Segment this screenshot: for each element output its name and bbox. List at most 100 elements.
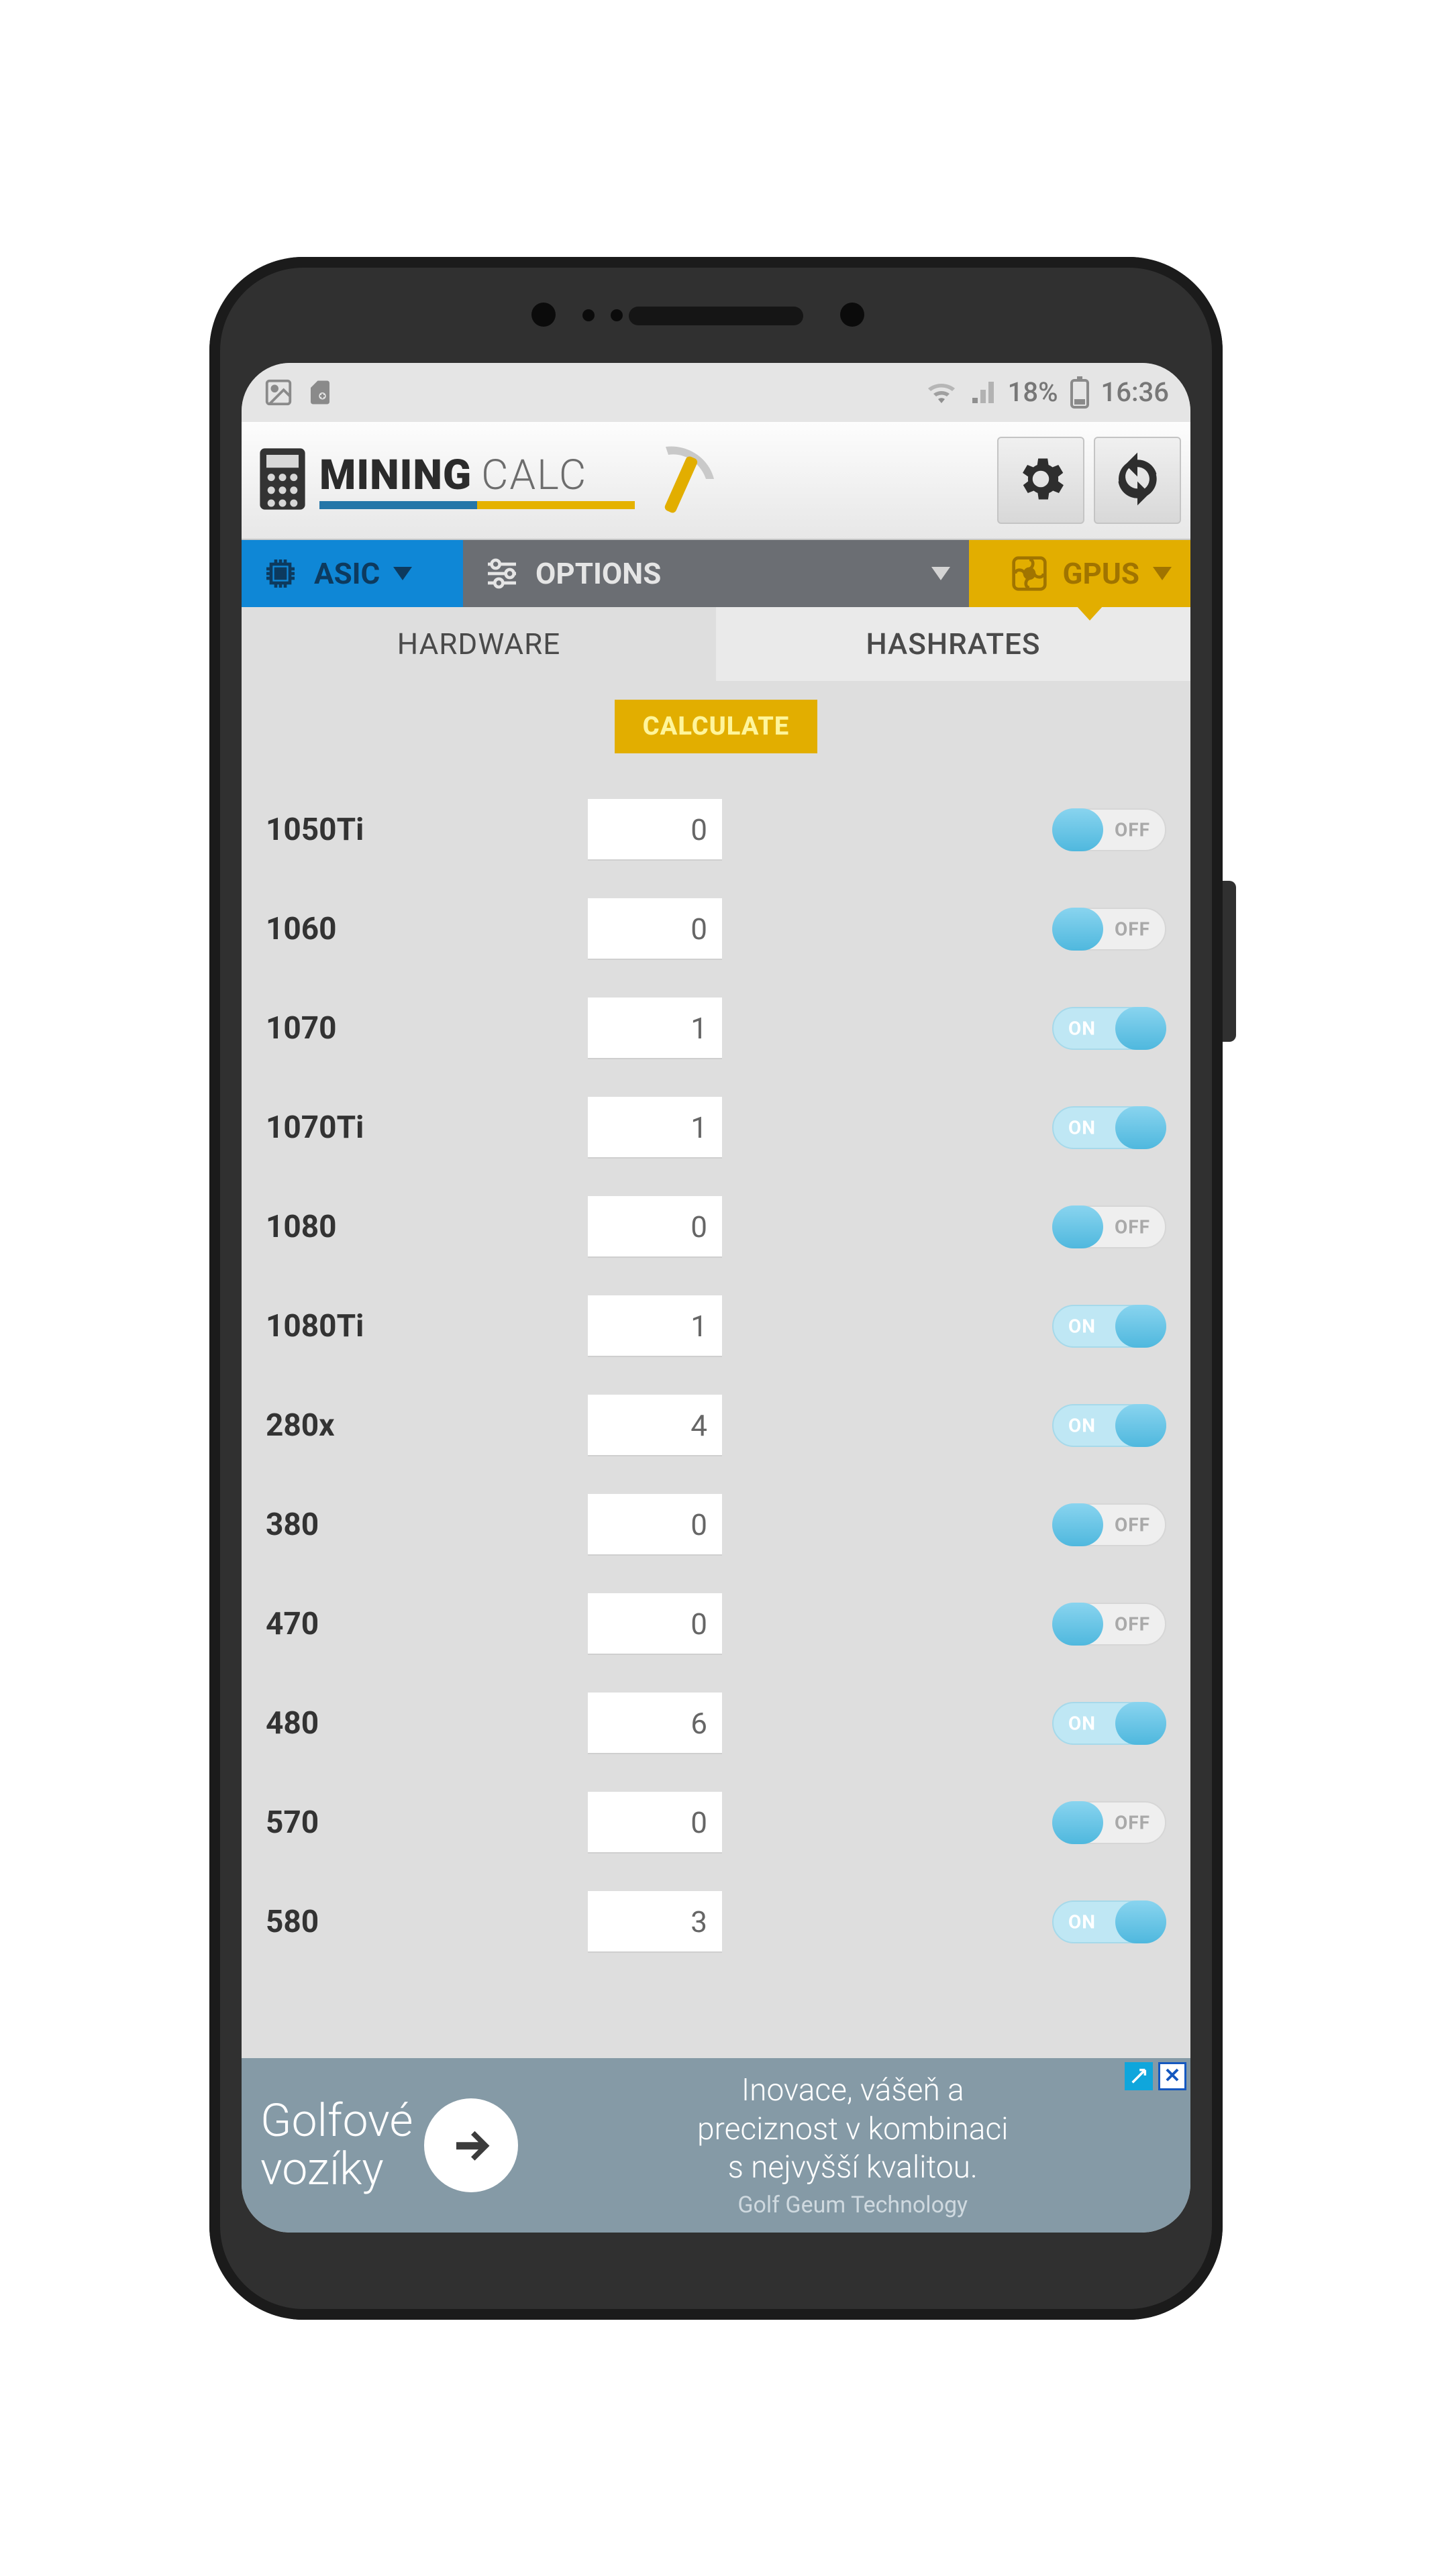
hardware-toggle[interactable]: OFF: [1052, 808, 1166, 851]
ad-banner[interactable]: ✕ Golfové vozíky Inovace, vášeň a preciz…: [242, 2058, 1190, 2233]
ad-title-l1: Golfové: [260, 2097, 413, 2145]
toggle-label: OFF: [1115, 1216, 1150, 1238]
ad-brand: Golf Geum Technology: [538, 2192, 1168, 2218]
nav-asic-label: ASIC: [314, 556, 380, 591]
nav-gpus[interactable]: GPUS: [969, 540, 1190, 607]
hardware-count-input[interactable]: [588, 1395, 722, 1456]
chip-icon: [260, 553, 301, 594]
hardware-row: 480 ON: [266, 1674, 1166, 1773]
tab-hashrates[interactable]: HASHRATES: [716, 607, 1190, 681]
app-header: MININGCALC: [242, 422, 1190, 540]
hardware-name: 280x: [266, 1407, 588, 1444]
chevron-down-icon: [1153, 567, 1172, 580]
hardware-count-input[interactable]: [588, 1295, 722, 1357]
hardware-row: 1070Ti ON: [266, 1078, 1166, 1177]
nav-asic[interactable]: ASIC: [242, 540, 463, 607]
hardware-row: 280x ON: [266, 1376, 1166, 1475]
wifi-icon: [925, 379, 958, 406]
clock-text: 16:36: [1101, 376, 1169, 408]
battery-icon: [1069, 376, 1090, 409]
hardware-count-input[interactable]: [588, 998, 722, 1059]
hardware-name: 1060: [266, 911, 588, 947]
hardware-toggle[interactable]: ON: [1052, 1702, 1166, 1745]
hardware-row: 1080 OFF: [266, 1177, 1166, 1277]
hardware-toggle[interactable]: OFF: [1052, 1801, 1166, 1844]
canvas: 18% 16:36: [0, 0, 1432, 2576]
hardware-row: 580 ON: [266, 1872, 1166, 1972]
gear-icon: [1013, 451, 1069, 510]
hardware-count-input[interactable]: [588, 1693, 722, 1754]
phone-camera: [840, 303, 864, 327]
arrow-right-icon: [449, 2122, 493, 2169]
phone-sensor: [582, 309, 595, 321]
app-title: MININGCALC: [319, 451, 635, 509]
nav-options-label: OPTIONS: [535, 556, 661, 591]
hardware-name: 580: [266, 1904, 588, 1940]
ad-copy-l2: preciznost v kombinaci: [538, 2110, 1168, 2149]
toggle-label: ON: [1068, 1315, 1096, 1337]
refresh-button[interactable]: [1094, 437, 1181, 524]
hardware-name: 1080: [266, 1209, 588, 1245]
hardware-name: 570: [266, 1805, 588, 1841]
ad-title-l2: vozíky: [260, 2145, 413, 2193]
toggle-label: OFF: [1115, 1613, 1150, 1635]
toggle-label: ON: [1068, 1017, 1096, 1039]
hardware-toggle[interactable]: OFF: [1052, 1603, 1166, 1646]
hardware-count-input[interactable]: [588, 1792, 722, 1854]
nav-options[interactable]: OPTIONS: [463, 540, 969, 607]
ad-info-icon[interactable]: [1125, 2062, 1153, 2090]
tab-hardware-label: HARDWARE: [397, 627, 560, 661]
status-bar: 18% 16:36: [242, 363, 1190, 422]
hardware-toggle[interactable]: ON: [1052, 1900, 1166, 1943]
hardware-count-input[interactable]: [588, 1593, 722, 1655]
pickaxe-icon: [642, 439, 722, 522]
toggle-label: OFF: [1115, 818, 1150, 841]
sd-card-icon: [306, 377, 334, 408]
hardware-toggle[interactable]: ON: [1052, 1305, 1166, 1348]
hardware-count-input[interactable]: [588, 1891, 722, 1953]
hardware-name: 1050Ti: [266, 812, 588, 848]
hardware-row: 1050Ti OFF: [266, 780, 1166, 879]
ad-title: Golfové vozíky: [242, 2097, 413, 2193]
ad-copy: Inovace, vášeň a preciznost v kombinaci …: [538, 2072, 1190, 2218]
nav-gpus-label: GPUS: [1063, 556, 1139, 591]
ad-copy-l3: s nejvyšší kvalitou.: [538, 2149, 1168, 2188]
hardware-name: 1070Ti: [266, 1110, 588, 1146]
hardware-name: 470: [266, 1606, 588, 1642]
hardware-count-input[interactable]: [588, 1196, 722, 1258]
battery-percent: 18%: [1008, 376, 1058, 408]
hardware-toggle[interactable]: OFF: [1052, 1503, 1166, 1546]
hardware-name: 480: [266, 1705, 588, 1741]
hardware-toggle[interactable]: OFF: [1052, 908, 1166, 951]
hardware-toggle[interactable]: ON: [1052, 1106, 1166, 1149]
brand-bold: MINING: [319, 451, 472, 500]
ad-go-button[interactable]: [424, 2098, 518, 2192]
screen: 18% 16:36: [242, 363, 1190, 2233]
calculate-button[interactable]: CALCULATE: [615, 700, 818, 753]
hardware-count-input[interactable]: [588, 1097, 722, 1159]
ad-close-button[interactable]: ✕: [1158, 2062, 1186, 2090]
calculate-label: CALCULATE: [643, 712, 790, 741]
phone-sensor: [531, 303, 556, 327]
hardware-toggle[interactable]: OFF: [1052, 1205, 1166, 1248]
hardware-count-input[interactable]: [588, 898, 722, 960]
chevron-down-icon: [393, 567, 412, 580]
hardware-toggle[interactable]: ON: [1052, 1007, 1166, 1050]
phone-sensor: [611, 309, 623, 321]
calculator-icon: [258, 447, 307, 514]
toggle-label: ON: [1068, 1911, 1096, 1933]
ad-copy-l1: Inovace, vášeň a: [538, 2072, 1168, 2110]
tab-hashrates-label: HASHRATES: [866, 627, 1040, 661]
sub-tabs: HARDWARE HASHRATES: [242, 607, 1190, 681]
chevron-down-icon: [931, 567, 950, 580]
tab-hardware[interactable]: HARDWARE: [242, 607, 716, 681]
hardware-count-input[interactable]: [588, 1494, 722, 1556]
settings-button[interactable]: [997, 437, 1084, 524]
toggle-label: ON: [1068, 1414, 1096, 1436]
hardware-toggle[interactable]: ON: [1052, 1404, 1166, 1447]
brand-light: CALC: [481, 451, 587, 500]
phone-earpiece: [629, 307, 803, 325]
top-nav: ASIC OPTIONS: [242, 540, 1190, 607]
hardware-count-input[interactable]: [588, 799, 722, 861]
hardware-name: 1080Ti: [266, 1308, 588, 1344]
